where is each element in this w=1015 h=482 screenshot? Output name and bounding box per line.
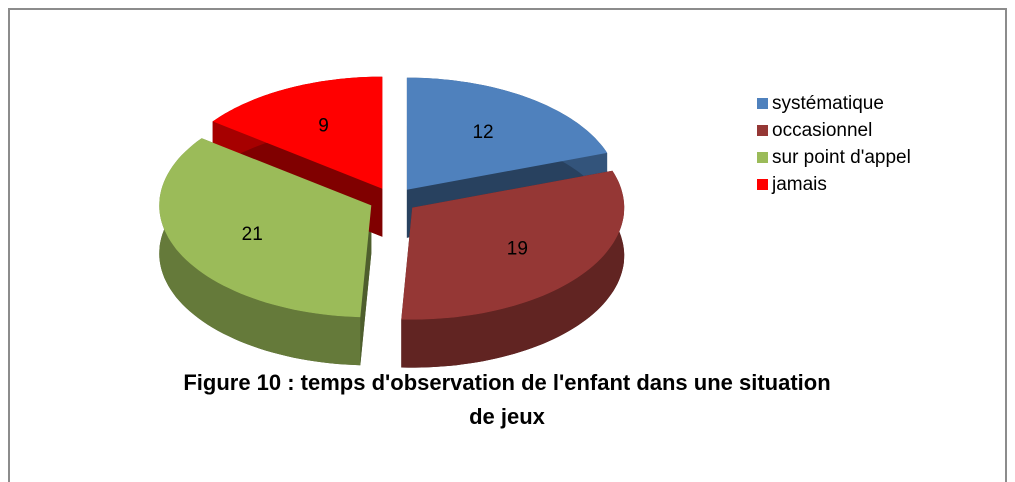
data-label: 9 — [318, 116, 329, 137]
legend-label: sur point d'appel — [772, 147, 911, 168]
data-label: 19 — [507, 238, 528, 259]
slice — [212, 76, 383, 189]
slice — [159, 138, 372, 318]
legend-swatch — [757, 179, 768, 190]
data-label: 21 — [242, 224, 263, 245]
legend-swatch — [757, 125, 768, 136]
legend-swatch — [757, 152, 768, 163]
legend-label: occasionnel — [772, 120, 872, 141]
chart-title: Figure 10 : temps d'observation de l'enf… — [183, 370, 831, 429]
slice — [406, 77, 608, 190]
frame — [8, 8, 1007, 482]
legend-label: systématique — [772, 93, 884, 114]
legend-label: jamais — [771, 174, 827, 195]
slice-side — [401, 170, 625, 368]
slice — [401, 170, 625, 320]
legend-swatch — [757, 98, 768, 109]
data-label: 12 — [472, 122, 493, 143]
slice-side — [159, 138, 361, 366]
